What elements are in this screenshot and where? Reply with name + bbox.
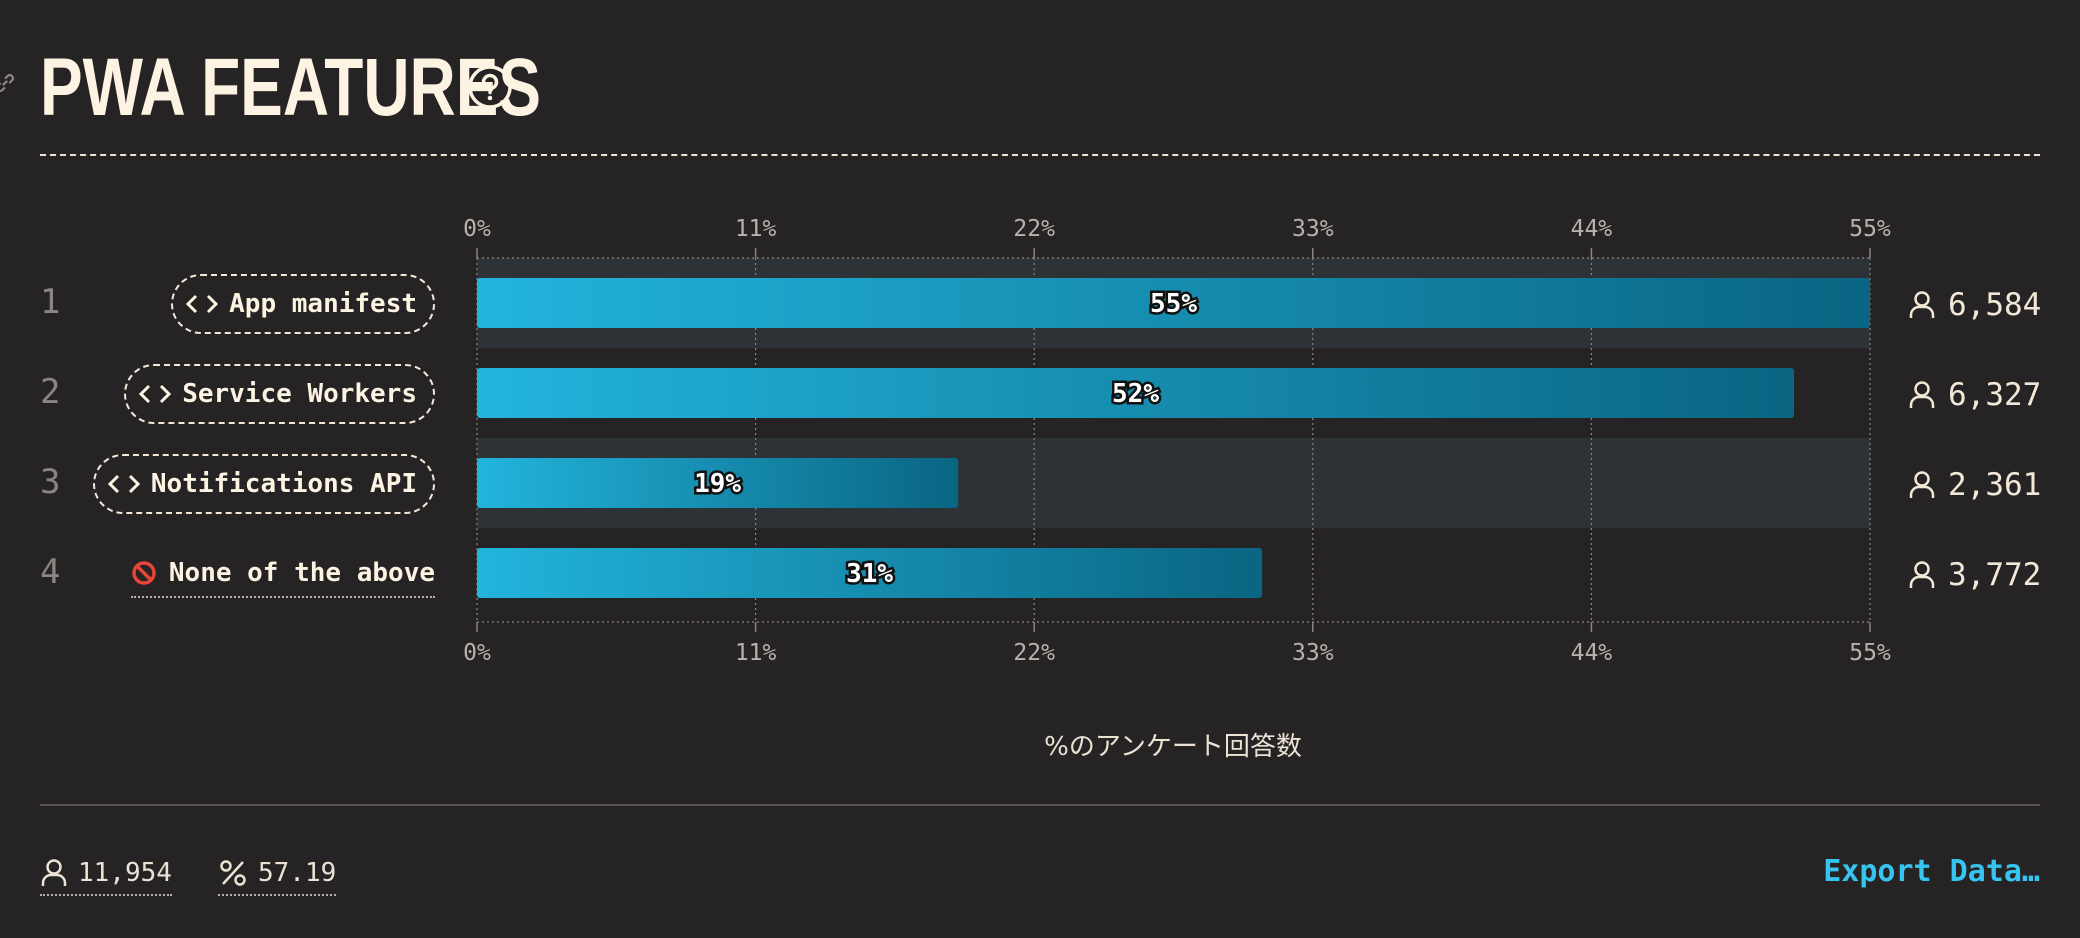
link-icon[interactable]: [0, 70, 18, 96]
count-value: 3,772: [1948, 557, 2042, 593]
x-tick-label: 55%: [1849, 216, 1891, 242]
count-value: 2,361: [1948, 467, 2042, 503]
user-icon: [1909, 471, 1935, 498]
x-tick-label: 0%: [463, 216, 491, 242]
category-app-manifest[interactable]: App manifest: [171, 274, 435, 334]
code-icon: [107, 474, 141, 494]
footer-divider: [40, 804, 2040, 806]
category-label: Notifications API: [150, 469, 417, 499]
category-label: App manifest: [229, 289, 417, 319]
bar-value-label: 19%: [694, 469, 741, 499]
respondent-count: 6,584: [1908, 285, 2041, 325]
x-tick-label: 44%: [1570, 640, 1613, 666]
respondent-count: 3,772: [1908, 555, 2041, 595]
page-title: PWA FEATURES: [40, 42, 542, 133]
count-value: 6,584: [1948, 287, 2042, 323]
x-tick-label: 0%: [463, 640, 491, 666]
category-service-workers[interactable]: Service Workers: [124, 364, 435, 424]
user-icon: [1909, 291, 1935, 318]
bar: [477, 458, 959, 508]
respondent-count: 2,361: [1908, 465, 2041, 505]
bar: [477, 548, 1263, 598]
respondent-count: 6,327: [1908, 375, 2041, 415]
x-tick-label: 33%: [1292, 640, 1334, 666]
x-tick-label: 22%: [1013, 216, 1055, 242]
category-none-of-the-above[interactable]: None of the above: [130, 550, 435, 598]
bar-value-label: 55%: [1150, 289, 1197, 319]
x-tick-label: 11%: [734, 216, 777, 242]
x-tick-label: 11%: [734, 640, 777, 666]
export-data-button[interactable]: Export Data…: [1823, 854, 2040, 889]
category-notifications-api[interactable]: Notifications API: [92, 454, 435, 514]
user-icon: [1909, 561, 1935, 588]
code-icon: [186, 294, 219, 314]
total-respondents-value: 11,954: [78, 858, 172, 888]
user-icon: [1909, 381, 1935, 408]
x-tick-label: 33%: [1292, 216, 1334, 242]
rank-number: 4: [40, 552, 61, 592]
percentage-value: 57.19: [258, 858, 337, 888]
bar: [477, 368, 1795, 418]
header-divider: [40, 154, 2040, 156]
percentage-stat[interactable]: 57.19: [218, 852, 337, 896]
category-label: None of the above: [168, 558, 435, 588]
bar-value-label: 31%: [846, 559, 893, 589]
category-label: Service Workers: [182, 379, 417, 409]
rank-number: 1: [40, 282, 61, 322]
user-icon: [41, 859, 67, 886]
x-axis-label: %のアンケート回答数: [1044, 732, 1302, 762]
code-icon: [139, 384, 172, 404]
bar: [477, 278, 1870, 328]
bar-value-label: 52%: [1112, 379, 1159, 409]
count-value: 6,327: [1948, 377, 2042, 413]
total-respondents[interactable]: 11,954: [40, 852, 172, 896]
bar-chart: 55% 52% 19% 31%: [476, 248, 1871, 632]
rank-number: 3: [40, 462, 61, 502]
x-tick-label: 22%: [1013, 640, 1055, 666]
x-tick-label: 44%: [1570, 216, 1613, 242]
percent-icon: [220, 860, 246, 886]
help-icon[interactable]: [467, 64, 513, 110]
prohibited-icon: [132, 561, 156, 585]
rank-number: 2: [40, 372, 61, 412]
x-tick-label: 55%: [1849, 640, 1891, 666]
